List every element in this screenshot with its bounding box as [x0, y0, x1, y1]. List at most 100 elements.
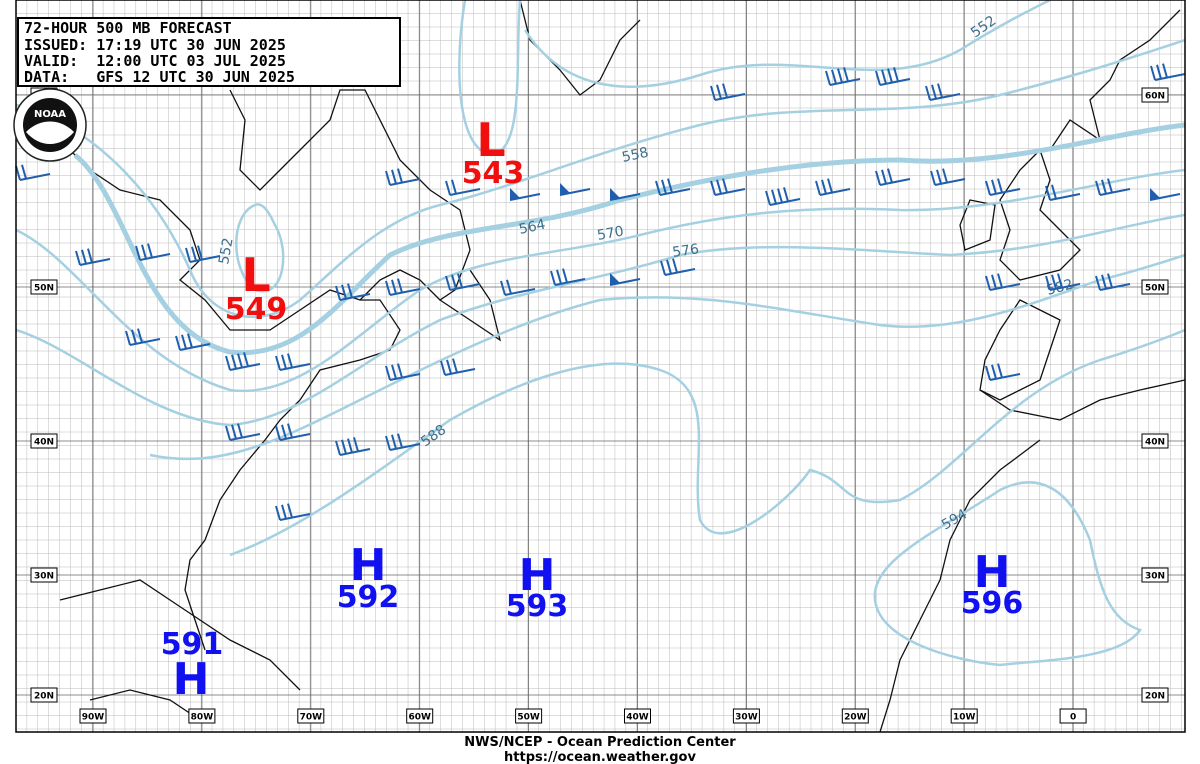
barb-feather [137, 328, 143, 343]
barb-feather [771, 189, 777, 205]
barb-shaft [279, 363, 311, 371]
label-box [1141, 87, 1169, 103]
barb-feather [660, 260, 666, 276]
barb-feather [1150, 65, 1156, 81]
barb-feather [397, 433, 403, 448]
label-box [30, 279, 58, 295]
barb-shaft [339, 448, 371, 456]
barb-shaft [389, 178, 421, 186]
barb-feather [147, 243, 153, 258]
barb-feather [506, 279, 512, 295]
barb-shaft [449, 283, 481, 291]
barb-feather [1095, 180, 1101, 196]
latitude-label: 20N [1145, 692, 1165, 702]
wind-barb [509, 188, 541, 201]
barb-shaft [879, 178, 911, 186]
center-value: 543 [462, 156, 525, 191]
barb-feather [887, 168, 893, 183]
wind-barb [440, 358, 476, 376]
barb-feather [1101, 179, 1107, 195]
barb-feather [1045, 185, 1051, 201]
barb-feather [185, 247, 191, 263]
barb-feather [500, 280, 506, 296]
barb-shaft [989, 188, 1021, 196]
barb-feather [275, 355, 281, 371]
longitude-label: 30W [735, 713, 758, 723]
center-value: 549 [225, 292, 288, 327]
latitude-label: 30N [1145, 572, 1165, 582]
label-box [1141, 567, 1169, 583]
barb-feather [710, 85, 716, 101]
label-box [1141, 433, 1169, 449]
wind-barb [875, 67, 911, 86]
barb-feather [341, 439, 347, 455]
label-box [30, 433, 58, 449]
barb-shaft [129, 338, 161, 346]
barb-feather [550, 270, 556, 286]
wind-barb [925, 83, 961, 101]
barb-feather [452, 358, 458, 373]
barb-flag [610, 273, 620, 285]
footer-url: https://ocean.weather.gov [504, 750, 696, 764]
barb-feather [1045, 275, 1051, 291]
barb-feather [1162, 63, 1168, 78]
label-box [188, 708, 216, 724]
barb-feather [197, 245, 203, 260]
label-box [297, 708, 325, 724]
barb-feather [655, 180, 661, 196]
wind-barb [660, 258, 696, 276]
barb-feather [1107, 178, 1113, 193]
pressure-centers: L 543 L 549 H 592 H 593 H 596 H 591 [161, 113, 1024, 705]
label-box [732, 708, 760, 724]
wind-barb [385, 433, 421, 451]
barb-feather [997, 273, 1003, 288]
barb-feather [287, 423, 293, 438]
coastline [979, 299, 1061, 401]
barb-feather [881, 69, 887, 85]
label-box [515, 708, 543, 724]
wind-barb [125, 328, 161, 346]
barb-shaft [139, 253, 171, 261]
wind-barb [875, 168, 911, 186]
barb-feather [827, 178, 833, 193]
barb-feather [881, 169, 887, 185]
longitude-label: 0 [1070, 713, 1076, 723]
longitude-label: 60W [408, 713, 431, 723]
coastline [519, 0, 641, 96]
barb-feather [937, 83, 943, 98]
contour-label: 576 [671, 241, 700, 261]
center-value: 591 [161, 627, 224, 662]
barb-feather [1101, 274, 1107, 290]
header-line: VALID: 12:00 UTC 03 JUL 2025 [24, 52, 286, 70]
barb-shaft [769, 198, 801, 206]
barb-shaft [554, 278, 586, 286]
label-box [30, 567, 58, 583]
longitude-label: 50W [517, 713, 540, 723]
barb-feather [175, 335, 181, 351]
wind-barb [335, 283, 371, 301]
contours [16, 0, 1185, 667]
barb-feather [75, 250, 81, 266]
barb-feather [887, 68, 893, 83]
wind-barb [710, 83, 746, 101]
graticule-labels: 60N60N50N50N40N40N30N30N20N20N90W80W70W6… [30, 87, 1169, 724]
barb-shaft [449, 188, 481, 196]
longitude-label: 90W [82, 713, 105, 723]
barb-feather [281, 354, 287, 370]
header-frame [17, 17, 401, 87]
barb-feather [445, 180, 451, 196]
barb-feather [237, 423, 243, 438]
header-line: 72-HOUR 500 MB FORECAST [24, 19, 232, 37]
barb-feather [942, 168, 948, 183]
barb-feather [722, 178, 728, 193]
barb-feather [451, 274, 457, 290]
barb-feather [831, 69, 837, 85]
barb-feather [391, 364, 397, 380]
barb-feather [985, 365, 991, 381]
barb-shaft [339, 293, 371, 301]
header-line: ISSUED: 17:19 UTC 30 JUN 2025 [24, 36, 286, 54]
barb-feather [1095, 275, 1101, 291]
barb-feather [275, 505, 281, 521]
barb-feather [391, 169, 397, 185]
